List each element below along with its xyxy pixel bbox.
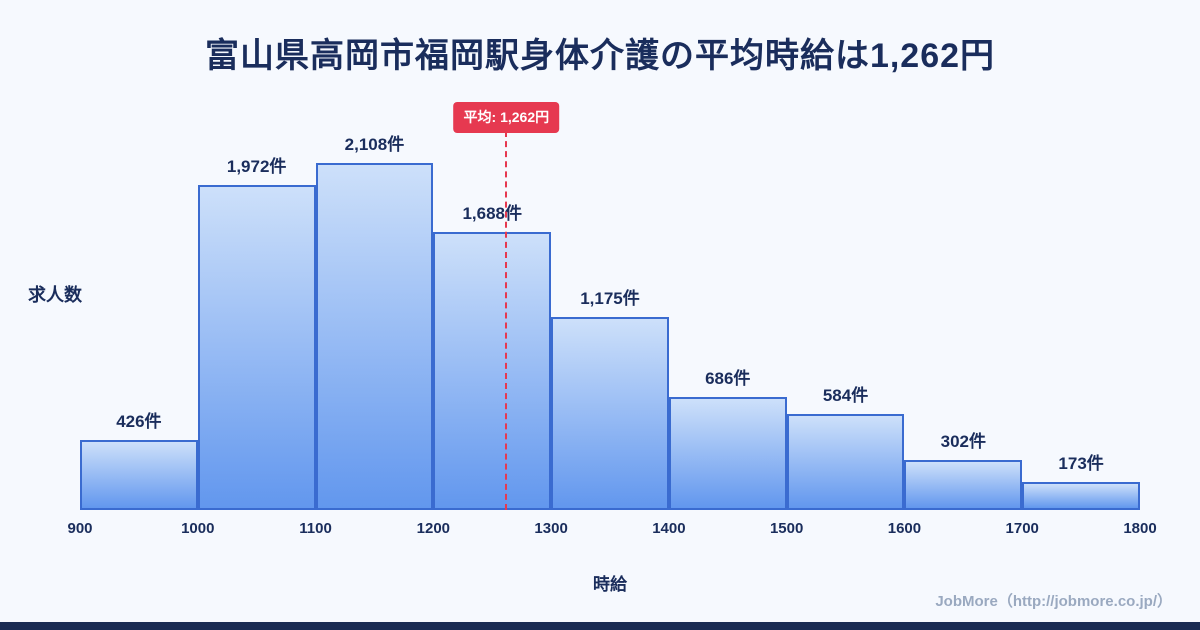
x-axis-tick: 1100: [299, 520, 332, 537]
bar-value-label: 686件: [705, 369, 751, 389]
histogram-bar: [786, 413, 905, 510]
x-axis-tick: 1300: [534, 520, 568, 537]
x-axis-tick: 1000: [181, 520, 215, 537]
x-axis-tick: 1800: [1123, 520, 1157, 537]
x-axis-tick: 1600: [887, 520, 922, 537]
x-axis-tick: 1500: [769, 520, 804, 537]
bar-value-label: 1,175件: [580, 288, 640, 308]
bar-value-label: 1,972件: [226, 157, 287, 177]
bar-value-label: 426件: [116, 411, 162, 431]
histogram-bar: [197, 185, 316, 510]
bottom-accent-bar: [0, 622, 1200, 630]
histogram-bar: [904, 460, 1023, 510]
x-axis-label: 時給: [593, 575, 627, 594]
x-axis-tick: 1400: [652, 520, 686, 537]
histogram-bar: [1022, 481, 1140, 510]
histogram-bar: [551, 316, 669, 510]
x-axis-tick: 900: [67, 520, 93, 537]
chart-title: 富山県高岡市福岡駅身体介護の平均時給は1,262円: [204, 37, 996, 75]
x-axis-tick: 1200: [416, 520, 451, 537]
bar-value-label: 2,108件: [344, 135, 405, 154]
bar-value-label: 302件: [940, 432, 986, 452]
x-axis-tick: 1700: [1005, 520, 1039, 537]
average-badge: 平均: 1,262円: [453, 102, 560, 133]
histogram-plot-area: 平均: 1,262円 426件 1,972件 2,108件 1,688件 1,175件 6…: [67, 100, 1157, 537]
histogram-bar: [668, 397, 787, 510]
bar-value-label: 1,688件: [462, 204, 522, 224]
histogram-bar: [433, 232, 552, 510]
bar-value-label: 584件: [822, 385, 869, 405]
y-axis-label: 求人数: [28, 285, 82, 305]
histogram-bar: [315, 163, 434, 510]
histogram-bar: [80, 439, 198, 510]
footer-credit: JobMore（http://jobmore.co.jp/）: [935, 593, 1172, 610]
bar-value-label: 173件: [1058, 453, 1104, 473]
average-line: [505, 131, 508, 510]
